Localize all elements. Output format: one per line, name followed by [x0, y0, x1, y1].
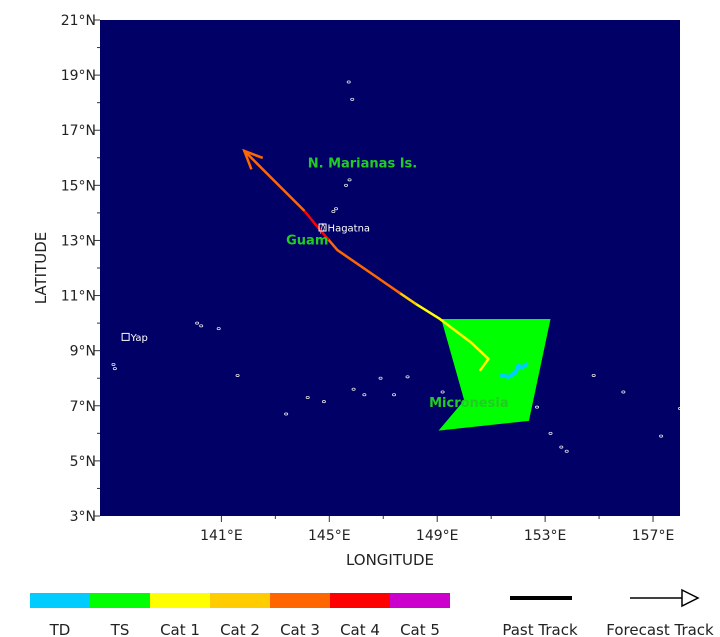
island	[351, 387, 356, 391]
legend-past-track-label: Past Track	[502, 621, 578, 637]
region-label-micronesia: Micronesia	[429, 396, 508, 411]
legend-forecast-track-label: Forecast Track	[606, 621, 714, 637]
legend-swatch	[330, 593, 390, 608]
island	[347, 178, 352, 182]
island	[195, 321, 200, 325]
y-tick-label: 17°N	[61, 123, 96, 139]
legend-category-label: Cat 3	[280, 621, 320, 637]
city-label-hagatna: Hagatna	[328, 223, 371, 234]
island	[440, 390, 445, 394]
forecast-track-arrowhead-icon	[242, 148, 264, 170]
region-label-marianas: N. Marianas Is.	[308, 156, 418, 171]
y-tick-label: 15°N	[61, 178, 96, 194]
y-axis-title: LATITUDE	[32, 232, 50, 305]
island	[216, 327, 221, 331]
island	[331, 210, 336, 214]
past-track-line	[499, 362, 529, 379]
island	[559, 445, 564, 449]
forecast-cone	[438, 318, 551, 431]
city-marker-yap-icon	[121, 332, 130, 341]
ocean-background	[100, 20, 680, 516]
forecast-track-line	[243, 149, 490, 372]
legend-swatch	[270, 593, 330, 608]
legend-swatch	[150, 593, 210, 608]
legend-category-label: TD	[49, 621, 71, 637]
island	[334, 207, 339, 211]
island	[305, 396, 310, 400]
island	[621, 390, 626, 394]
island	[405, 375, 410, 379]
x-tick-label: 149°E	[416, 528, 459, 544]
city-markers: Hagatna Yap	[121, 223, 371, 344]
island	[659, 434, 664, 438]
legend-category-label: Cat 1	[160, 621, 200, 637]
island	[235, 373, 240, 377]
island	[678, 407, 680, 411]
island	[321, 400, 326, 404]
legend-category-label: Cat 4	[340, 621, 380, 637]
y-tick-label: 19°N	[61, 68, 96, 84]
x-tick-label: 157°E	[632, 528, 675, 544]
island	[362, 393, 367, 397]
legend-category-label: Cat 2	[220, 621, 260, 637]
island	[111, 362, 116, 366]
city-label-yap: Yap	[130, 333, 148, 344]
island	[350, 97, 355, 101]
legend-swatch	[30, 593, 90, 608]
island	[284, 412, 289, 416]
legend-swatch	[90, 593, 150, 608]
forecast-track-segment	[302, 208, 330, 241]
city-marker-hagatna-icon	[318, 223, 327, 232]
island	[378, 376, 383, 380]
island-outlines	[111, 80, 680, 453]
x-axis-ticks: 141°E 145°E 149°E 153°E 157°E	[200, 516, 674, 544]
island	[346, 80, 351, 84]
legend-forecast-arrow-icon	[681, 588, 700, 608]
y-tick-label: 9°N	[70, 344, 96, 360]
island	[535, 405, 540, 409]
x-tick-label: 145°E	[308, 528, 351, 544]
legend-category-swatches: TD TS Cat 1 Cat 2 Cat 3 Cat 4 Cat 5	[30, 593, 450, 637]
island	[548, 431, 553, 435]
island	[591, 373, 596, 377]
region-label-guam: Guam	[286, 234, 328, 249]
y-tick-label: 11°N	[61, 289, 96, 305]
x-tick-label: 153°E	[524, 528, 567, 544]
y-axis-ticks: 3°N 5°N 7°N 9°N 11°N 13°N 15°N 17°N 19°N 21°N	[61, 13, 100, 525]
y-tick-label: 3°N	[70, 509, 96, 525]
y-tick-label: 5°N	[70, 454, 96, 470]
region-labels: N. Marianas Is. Guam Micronesia	[286, 156, 508, 411]
legend-category-label: TS	[110, 621, 130, 637]
forecast-track-segment	[398, 291, 417, 306]
y-tick-label: 21°N	[61, 13, 96, 29]
island	[199, 324, 204, 328]
legend: TD TS Cat 1 Cat 2 Cat 3 Cat 4 Cat 5 Past Track…	[30, 588, 714, 637]
x-axis-title: LONGITUDE	[346, 551, 434, 569]
y-tick-label: 13°N	[61, 233, 96, 249]
legend-swatch	[390, 593, 450, 608]
x-tick-label: 141°E	[200, 528, 243, 544]
legend-swatch	[210, 593, 270, 608]
island	[392, 393, 397, 397]
island	[344, 183, 349, 187]
island	[112, 367, 117, 371]
island	[564, 449, 569, 453]
forecast-track-segment	[326, 237, 401, 295]
legend-category-label: Cat 5	[400, 621, 440, 637]
forecast-track-segment	[243, 149, 305, 212]
forecast-track-segment	[414, 302, 490, 372]
y-tick-label: 7°N	[70, 399, 96, 415]
